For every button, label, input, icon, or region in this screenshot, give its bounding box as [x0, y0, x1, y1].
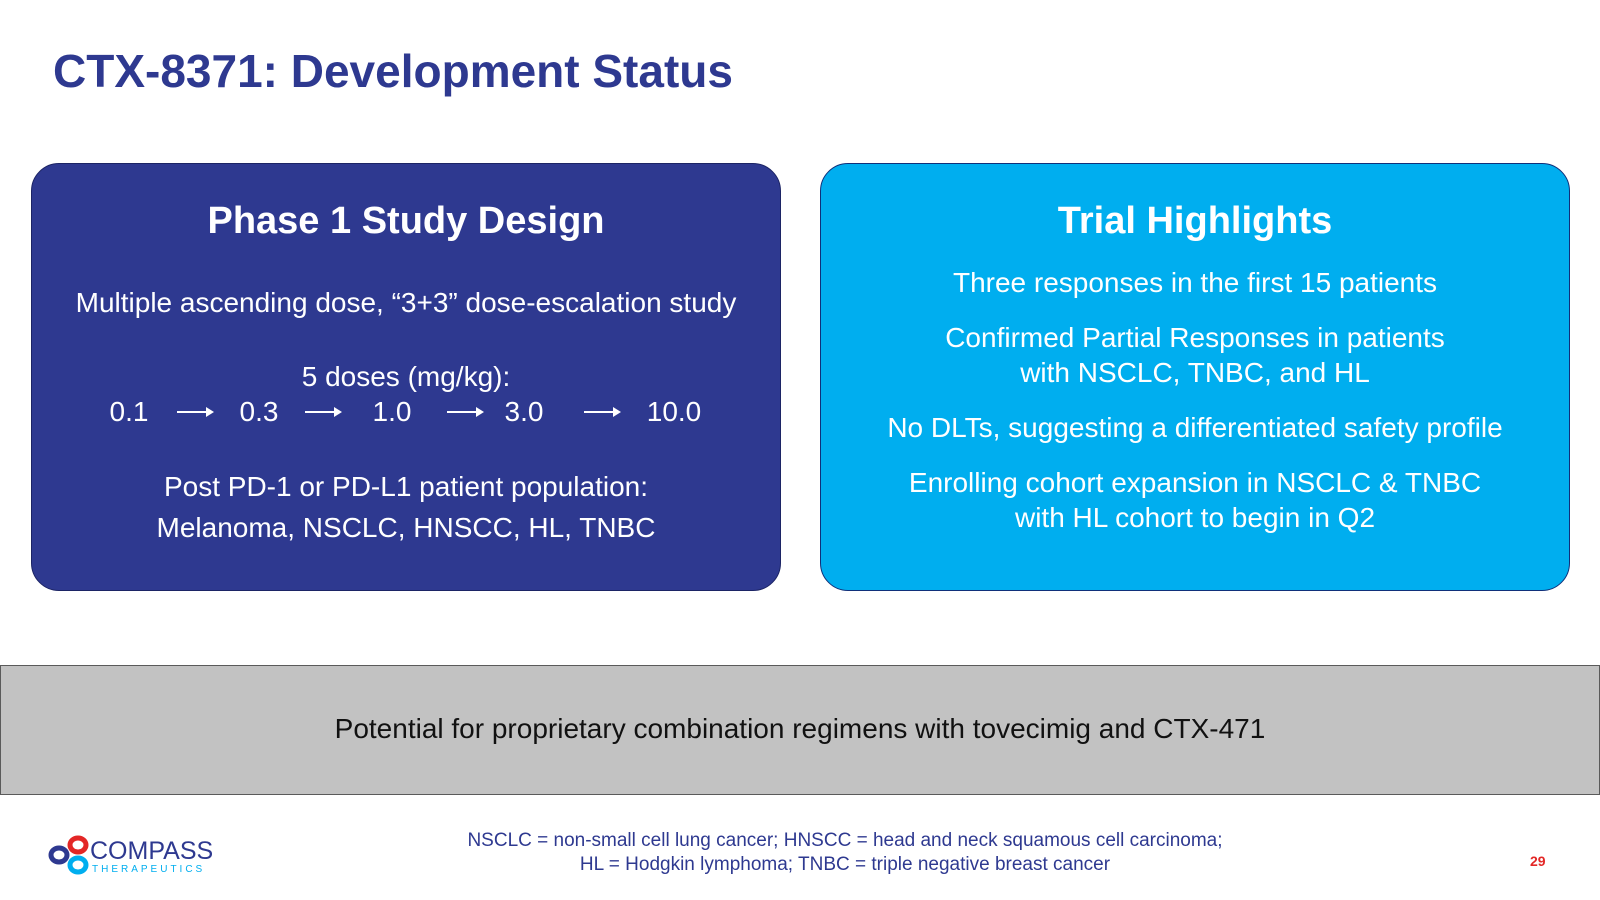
footnote-line: HL = Hodgkin lymphoma; TNBC = triple neg… — [579, 854, 1111, 875]
logo-wordmark: COMPASS — [90, 837, 214, 865]
population-text: Post PD-1 or PD-L1 patient population: — [163, 471, 649, 502]
arrow-right-icon — [447, 407, 484, 417]
population-list: Melanoma, NSCLC, HNSCC, HL, TNBC — [156, 512, 656, 543]
arrow-right-icon — [177, 407, 214, 417]
compass-logo-icon — [48, 835, 89, 875]
dose-value: 0.3 — [239, 396, 279, 427]
highlight-item: with NSCLC, TNBC, and HL — [1020, 357, 1370, 388]
highlight-item: Confirmed Partial Responses in patients — [945, 322, 1445, 353]
highlight-item: No DLTs, suggesting a differentiated saf… — [887, 412, 1503, 443]
trial-highlights-heading: Trial Highlights — [1057, 200, 1333, 242]
highlight-item: Three responses in the first 15 patients — [952, 267, 1438, 298]
study-design-heading: Phase 1 Study Design — [207, 200, 605, 242]
arrow-right-icon — [305, 407, 342, 417]
dose-escalation-row: 0.1 0.3 1.0 3.0 10.0 — [32, 394, 782, 430]
dose-value: 3.0 — [504, 396, 544, 427]
slide-title: CTX-8371: Development Status — [53, 45, 733, 97]
highlight-item: Enrolling cohort expansion in NSCLC & TN… — [908, 467, 1482, 498]
logo-subtitle: THERAPEUTICS — [92, 864, 206, 875]
study-type-text: Multiple ascending dose, “3+3” dose-esca… — [75, 287, 737, 318]
dose-value: 10.0 — [646, 396, 702, 427]
arrow-right-icon — [584, 407, 621, 417]
page-number: 29 — [1530, 853, 1546, 869]
combination-banner: Potential for proprietary combination re… — [0, 665, 1600, 795]
banner-text: Potential for proprietary combination re… — [334, 713, 1266, 744]
footnote-line: NSCLC = non-small cell lung cancer; HNSC… — [467, 830, 1223, 851]
study-design-panel: Phase 1 Study Design Multiple ascending … — [31, 163, 781, 591]
highlight-item: with HL cohort to begin in Q2 — [1014, 502, 1376, 533]
dose-value: 0.1 — [109, 396, 149, 427]
dose-value: 1.0 — [372, 396, 412, 427]
compass-logo: COMPASS THERAPEUTICS — [48, 833, 218, 879]
doses-label: 5 doses (mg/kg): — [301, 361, 511, 392]
trial-highlights-panel: Trial Highlights Three responses in the … — [820, 163, 1570, 591]
